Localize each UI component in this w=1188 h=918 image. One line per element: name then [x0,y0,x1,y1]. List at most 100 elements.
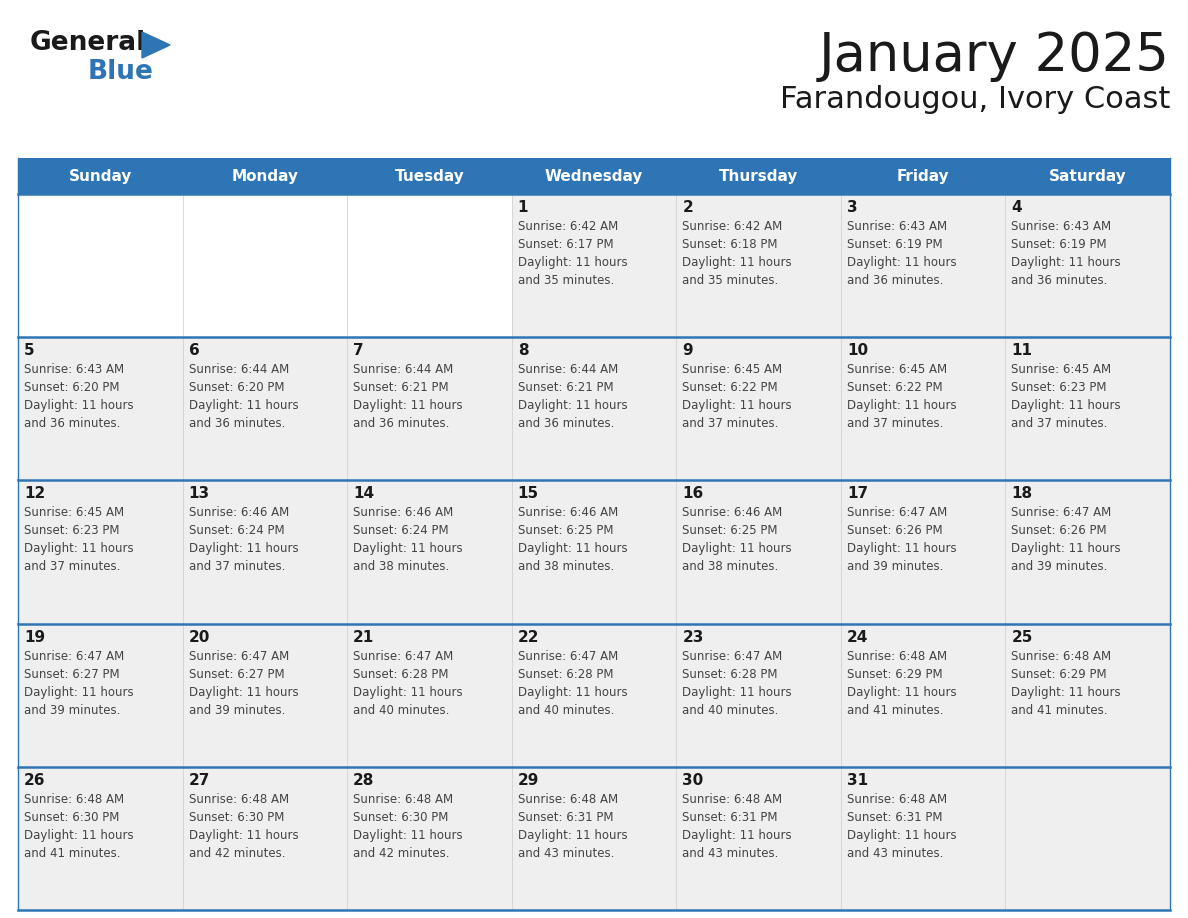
Text: 1: 1 [518,200,529,215]
Bar [347,194,512,337]
Text: Sunrise: 6:47 AM: Sunrise: 6:47 AM [518,650,618,663]
Text: Sunset: 6:29 PM: Sunset: 6:29 PM [1011,667,1107,680]
Text: Sunrise: 6:48 AM: Sunrise: 6:48 AM [847,650,947,663]
Text: 30: 30 [682,773,703,788]
Text: Sunset: 6:25 PM: Sunset: 6:25 PM [518,524,613,537]
Bar [347,337,512,480]
Text: Daylight: 11 hours: Daylight: 11 hours [189,829,298,842]
Text: 4: 4 [1011,200,1022,215]
Text: Blue: Blue [88,59,154,85]
Text: 21: 21 [353,630,374,644]
Bar [512,480,676,623]
Text: Daylight: 11 hours: Daylight: 11 hours [24,543,133,555]
Text: and 36 minutes.: and 36 minutes. [1011,274,1107,287]
Bar [676,767,841,910]
Text: 13: 13 [189,487,210,501]
Text: Daylight: 11 hours: Daylight: 11 hours [518,399,627,412]
Text: and 37 minutes.: and 37 minutes. [682,417,778,431]
Text: Daylight: 11 hours: Daylight: 11 hours [682,829,792,842]
Text: Daylight: 11 hours: Daylight: 11 hours [353,686,463,699]
Text: General: General [30,30,146,56]
Text: and 41 minutes.: and 41 minutes. [847,703,943,717]
Text: and 43 minutes.: and 43 minutes. [682,846,778,860]
Text: and 35 minutes.: and 35 minutes. [682,274,778,287]
Text: Daylight: 11 hours: Daylight: 11 hours [847,256,956,269]
Text: 31: 31 [847,773,868,788]
Text: Sunrise: 6:47 AM: Sunrise: 6:47 AM [24,650,125,663]
Text: and 37 minutes.: and 37 minutes. [1011,417,1107,431]
Text: Sunset: 6:22 PM: Sunset: 6:22 PM [847,381,942,394]
Text: 23: 23 [682,630,703,644]
Text: Daylight: 11 hours: Daylight: 11 hours [847,399,956,412]
Text: Sunset: 6:17 PM: Sunset: 6:17 PM [518,238,613,251]
Bar [512,623,676,767]
Bar [183,623,347,767]
Text: Daylight: 11 hours: Daylight: 11 hours [1011,686,1121,699]
Text: 18: 18 [1011,487,1032,501]
Bar [1005,194,1170,337]
Text: Tuesday: Tuesday [394,169,465,184]
Bar [841,194,1005,337]
Text: and 42 minutes.: and 42 minutes. [189,846,285,860]
Text: Sunset: 6:28 PM: Sunset: 6:28 PM [518,667,613,680]
Text: 29: 29 [518,773,539,788]
Bar [512,158,676,194]
Text: Sunrise: 6:44 AM: Sunrise: 6:44 AM [189,364,289,376]
Text: Daylight: 11 hours: Daylight: 11 hours [682,686,792,699]
Text: 15: 15 [518,487,539,501]
Text: 11: 11 [1011,343,1032,358]
Bar [347,767,512,910]
Text: Monday: Monday [232,169,298,184]
Bar [512,337,676,480]
Text: Sunrise: 6:42 AM: Sunrise: 6:42 AM [518,220,618,233]
Text: Daylight: 11 hours: Daylight: 11 hours [353,399,463,412]
Text: Sunrise: 6:45 AM: Sunrise: 6:45 AM [1011,364,1112,376]
Bar [1005,480,1170,623]
Text: Sunrise: 6:46 AM: Sunrise: 6:46 AM [682,507,783,520]
Text: and 40 minutes.: and 40 minutes. [682,703,778,717]
Text: Sunrise: 6:43 AM: Sunrise: 6:43 AM [1011,220,1112,233]
Text: Daylight: 11 hours: Daylight: 11 hours [682,543,792,555]
Text: Sunset: 6:31 PM: Sunset: 6:31 PM [518,811,613,823]
Text: Sunrise: 6:48 AM: Sunrise: 6:48 AM [518,793,618,806]
Text: Sunset: 6:20 PM: Sunset: 6:20 PM [24,381,120,394]
Text: Sunrise: 6:42 AM: Sunrise: 6:42 AM [682,220,783,233]
Text: and 39 minutes.: and 39 minutes. [24,703,120,717]
Text: and 38 minutes.: and 38 minutes. [518,560,614,574]
Bar [1005,337,1170,480]
Text: 27: 27 [189,773,210,788]
Text: Sunrise: 6:47 AM: Sunrise: 6:47 AM [189,650,289,663]
Text: and 36 minutes.: and 36 minutes. [847,274,943,287]
Text: and 39 minutes.: and 39 minutes. [189,703,285,717]
Text: 25: 25 [1011,630,1032,644]
Text: Friday: Friday [897,169,949,184]
Bar [18,337,183,480]
Text: 26: 26 [24,773,45,788]
Text: Daylight: 11 hours: Daylight: 11 hours [189,543,298,555]
Bar [512,767,676,910]
Text: and 36 minutes.: and 36 minutes. [353,417,449,431]
Text: Sunset: 6:21 PM: Sunset: 6:21 PM [353,381,449,394]
Text: 7: 7 [353,343,364,358]
Bar [1005,767,1170,910]
Bar [841,767,1005,910]
Text: 17: 17 [847,487,868,501]
Text: Daylight: 11 hours: Daylight: 11 hours [682,399,792,412]
Text: and 41 minutes.: and 41 minutes. [24,846,120,860]
Bar [18,767,183,910]
Text: Sunset: 6:27 PM: Sunset: 6:27 PM [189,667,284,680]
Bar [347,480,512,623]
Bar [347,623,512,767]
Text: Sunset: 6:28 PM: Sunset: 6:28 PM [353,667,449,680]
Text: Sunrise: 6:43 AM: Sunrise: 6:43 AM [847,220,947,233]
Text: Sunset: 6:26 PM: Sunset: 6:26 PM [847,524,942,537]
Text: 20: 20 [189,630,210,644]
Bar [676,623,841,767]
Bar [676,158,841,194]
Text: Daylight: 11 hours: Daylight: 11 hours [682,256,792,269]
Text: and 39 minutes.: and 39 minutes. [1011,560,1107,574]
Text: Sunset: 6:24 PM: Sunset: 6:24 PM [189,524,284,537]
Text: Daylight: 11 hours: Daylight: 11 hours [518,256,627,269]
Bar [676,337,841,480]
Text: Sunrise: 6:45 AM: Sunrise: 6:45 AM [24,507,124,520]
